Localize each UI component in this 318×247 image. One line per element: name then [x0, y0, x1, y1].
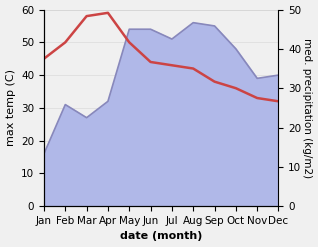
- Y-axis label: max temp (C): max temp (C): [5, 69, 16, 146]
- Y-axis label: med. precipitation (kg/m2): med. precipitation (kg/m2): [302, 38, 313, 178]
- X-axis label: date (month): date (month): [120, 231, 203, 242]
